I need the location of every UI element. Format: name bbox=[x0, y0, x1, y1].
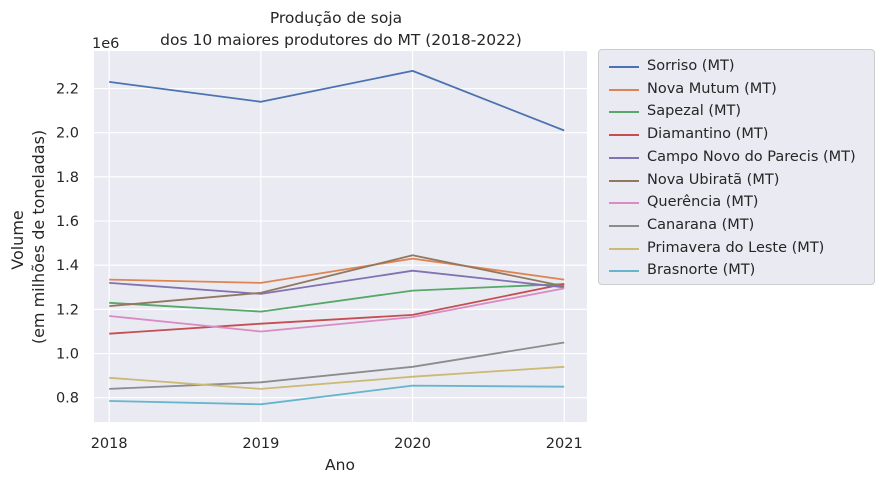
x-tick-label: 2020 bbox=[394, 436, 431, 452]
series-line-canarana-mt bbox=[109, 341, 565, 390]
series-line-brasnorte-mt bbox=[109, 384, 565, 406]
y-tick-label: 0.8 bbox=[56, 391, 79, 407]
plot-area bbox=[94, 51, 587, 422]
legend-label: Brasnorte (MT) bbox=[647, 262, 756, 279]
legend-item: Querência (MT) bbox=[599, 192, 874, 214]
y-tick-label: 2.0 bbox=[56, 126, 79, 142]
grid bbox=[94, 51, 587, 422]
y-tick-label: 2.2 bbox=[56, 82, 79, 98]
series-line-primavera-do-leste-mt bbox=[109, 365, 565, 390]
legend-label: Sorriso (MT) bbox=[647, 58, 735, 74]
series-line-campo-novo-do-parecis-mt bbox=[109, 269, 565, 295]
legend-swatch bbox=[609, 179, 639, 182]
series-line-nova-mutum-mt bbox=[109, 257, 565, 284]
legend-swatch bbox=[609, 247, 639, 250]
legend-swatch bbox=[609, 111, 639, 114]
y-tick-label: 1.4 bbox=[56, 258, 79, 274]
legend-item: Sapezal (MT) bbox=[599, 101, 874, 123]
legend-swatch bbox=[609, 66, 639, 68]
legend-label: Campo Novo do Parecis (MT) bbox=[647, 148, 856, 165]
x-tick-label: 2019 bbox=[242, 436, 279, 452]
x-axis-ticks: 2018 2019 2020 2021 bbox=[91, 436, 583, 452]
series-line-diamantino-mt bbox=[109, 283, 565, 335]
series-line-quer-ncia-mt bbox=[109, 287, 565, 333]
legend-item: Canarana (MT) bbox=[599, 215, 874, 237]
y-axis-label-line-2: (em milhões de toneladas) bbox=[29, 130, 48, 344]
x-tick-label: 2018 bbox=[91, 436, 128, 452]
series-line-sorriso-mt bbox=[109, 70, 565, 132]
chart-title-line-2: dos 10 maiores produtores do MT (2018-20… bbox=[160, 31, 522, 49]
legend-item: Sorriso (MT) bbox=[599, 56, 874, 78]
legend-label: Nova Ubiratã (MT) bbox=[647, 171, 780, 188]
x-tick-label: 2021 bbox=[546, 436, 583, 452]
y-axis-label-line-1: Volume bbox=[8, 210, 27, 270]
y-tick-label: 1.2 bbox=[56, 302, 79, 318]
legend-label: Primavera do Leste (MT) bbox=[647, 239, 825, 256]
legend-swatch bbox=[609, 156, 639, 159]
y-tick-label: 1.0 bbox=[56, 347, 79, 363]
series-lines bbox=[109, 70, 565, 406]
y-tick-label: 1.8 bbox=[56, 170, 79, 186]
legend-item: Nova Ubiratã (MT) bbox=[599, 170, 874, 192]
legend-swatch bbox=[609, 134, 639, 137]
legend-swatch bbox=[609, 202, 639, 205]
y-tick-label: 1.6 bbox=[56, 214, 79, 230]
chart-title-line-1: Produção de soja bbox=[270, 9, 402, 27]
legend-item: Primavera do Leste (MT) bbox=[599, 238, 874, 260]
series-line-sapezal-mt bbox=[109, 283, 565, 313]
series-line-nova-ubirat-mt bbox=[109, 254, 565, 307]
legend-swatch bbox=[609, 270, 639, 273]
legend-item: Diamantino (MT) bbox=[599, 124, 874, 146]
y-offset-label: 1e6 bbox=[92, 36, 119, 52]
x-axis-label: Ano bbox=[325, 456, 355, 474]
legend-label: Nova Mutum (MT) bbox=[647, 80, 777, 97]
legend: Sorriso (MT) Nova Mutum (MT) Sapezal (MT) D… bbox=[598, 49, 875, 285]
legend-item: Campo Novo do Parecis (MT) bbox=[599, 147, 874, 169]
legend-swatch bbox=[609, 224, 639, 227]
legend-item: Nova Mutum (MT) bbox=[599, 79, 874, 101]
legend-item: Brasnorte (MT) bbox=[599, 260, 874, 282]
y-axis-ticks: 0.8 1.0 1.2 1.4 1.6 1.8 2.0 2.2 bbox=[56, 82, 79, 407]
legend-label: Canarana (MT) bbox=[647, 216, 755, 233]
legend-label: Diamantino (MT) bbox=[647, 126, 769, 143]
legend-label: Sapezal (MT) bbox=[647, 103, 742, 120]
legend-label: Querência (MT) bbox=[647, 194, 759, 211]
legend-swatch bbox=[609, 88, 639, 91]
